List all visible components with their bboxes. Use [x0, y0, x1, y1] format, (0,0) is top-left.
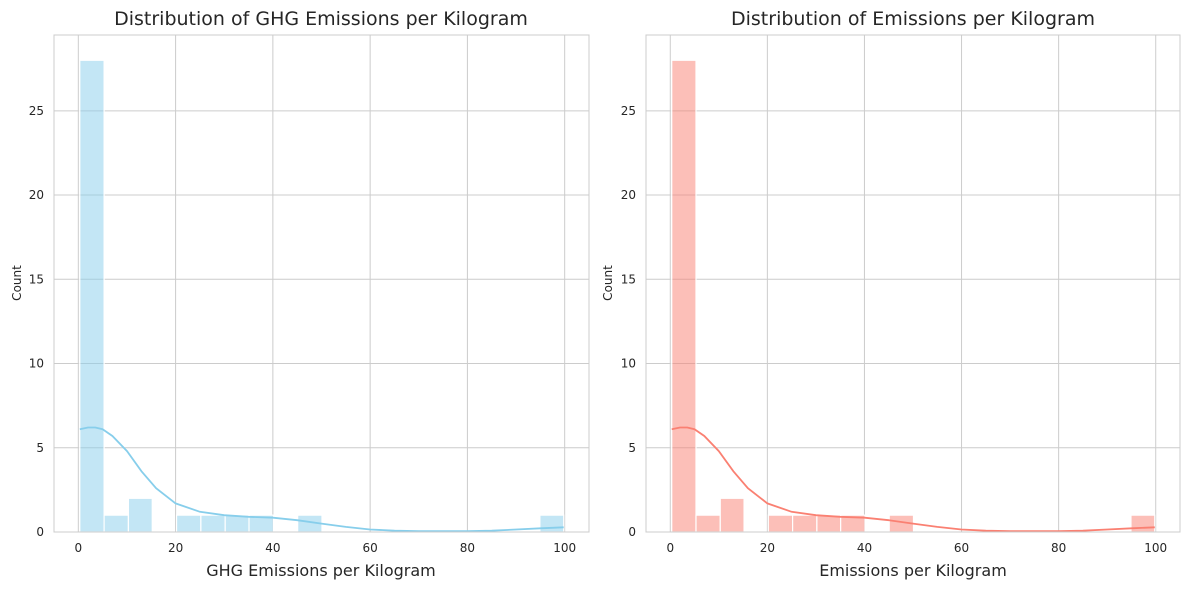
y-tick-label: 25 [621, 104, 636, 118]
plot-frame [645, 34, 1181, 533]
histogram-bar [1130, 514, 1156, 533]
x-tick-label: 80 [1051, 541, 1066, 555]
x-tick-label: 20 [168, 541, 183, 555]
chart-panel-right: Distribution of Emissions per Kilogram E… [601, 8, 1181, 580]
x-tick-label: 60 [362, 541, 377, 555]
histogram-bar [200, 514, 226, 533]
y-axis-label: Count [601, 265, 615, 301]
histogram-bar [79, 59, 105, 533]
y-tick-label: 20 [621, 188, 636, 202]
x-tick-label: 0 [74, 541, 82, 555]
histogram-bar [127, 497, 153, 533]
y-tick-label: 10 [29, 357, 44, 371]
y-tick-label: 5 [36, 441, 44, 455]
plot-area [53, 34, 590, 533]
histogram-bar [671, 59, 697, 533]
x-tick-label: 80 [460, 541, 475, 555]
y-tick-label: 0 [36, 525, 44, 539]
y-tick-label: 25 [29, 104, 44, 118]
histogram-bar [175, 514, 202, 533]
kde-line [79, 426, 564, 533]
histogram-bar [792, 514, 818, 533]
histogram-bar [103, 514, 130, 533]
histogram-bar [816, 514, 842, 533]
histogram-bar [695, 514, 721, 533]
plot-area [645, 34, 1181, 533]
chart-title: Distribution of GHG Emissions per Kilogr… [114, 8, 528, 30]
histogram-bar [767, 514, 794, 533]
y-tick-label: 5 [628, 441, 636, 455]
y-tick-label: 15 [29, 272, 44, 286]
y-tick-label: 10 [621, 357, 636, 371]
y-axis-label: Count [10, 265, 24, 301]
histogram-bar [224, 514, 250, 533]
x-tick-label: 40 [857, 541, 872, 555]
kde-line [671, 426, 1155, 533]
histogram-bar [719, 497, 745, 533]
chart-panel-left: Distribution of GHG Emissions per Kilogr… [10, 8, 590, 580]
x-tick-label: 100 [1144, 541, 1167, 555]
y-tick-label: 20 [29, 188, 44, 202]
x-axis-label: Emissions per Kilogram [819, 561, 1007, 580]
plot-frame [53, 34, 590, 533]
x-axis-label: GHG Emissions per Kilogram [206, 561, 435, 580]
x-tick-label: 40 [265, 541, 280, 555]
chart-title: Distribution of Emissions per Kilogram [731, 8, 1095, 30]
y-tick-label: 0 [628, 525, 636, 539]
x-tick-label: 0 [666, 541, 674, 555]
x-tick-label: 60 [954, 541, 969, 555]
histogram-bar [539, 514, 565, 533]
x-tick-label: 20 [760, 541, 775, 555]
y-tick-label: 15 [621, 272, 636, 286]
x-tick-label: 100 [553, 541, 576, 555]
